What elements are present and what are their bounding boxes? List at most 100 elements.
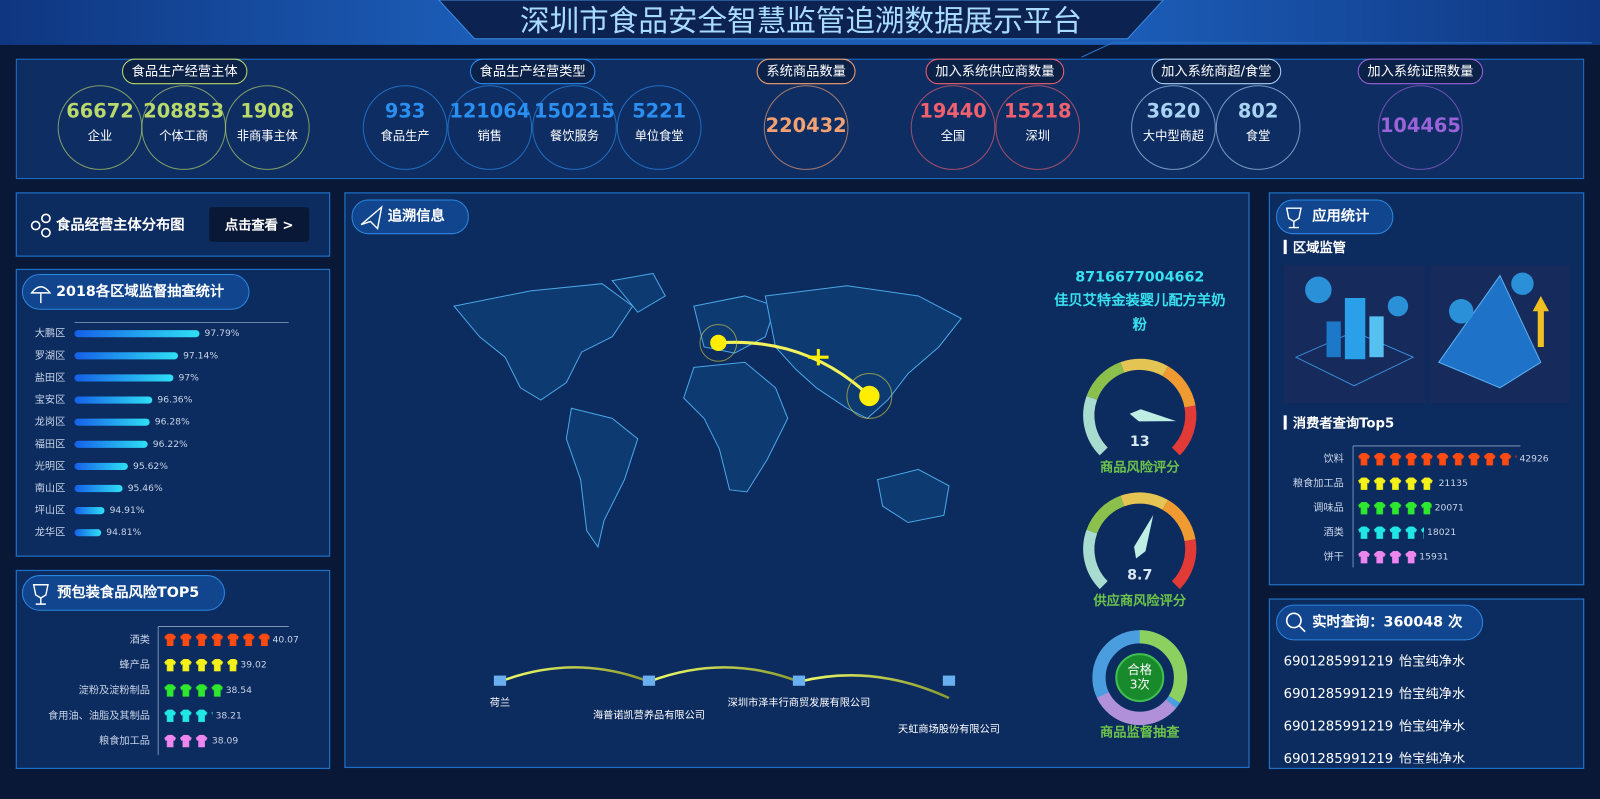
gauge-arc xyxy=(1086,495,1125,534)
category-label: 宝安区 xyxy=(35,393,66,406)
category-label: 淀粉及淀粉制品 xyxy=(79,683,150,696)
inspection-donut xyxy=(1092,630,1188,726)
inspection-count: 3次 xyxy=(1130,677,1150,691)
stat-value: 121064 xyxy=(449,100,530,123)
stat-group-pill xyxy=(1151,58,1282,85)
bar xyxy=(74,352,179,360)
pictograph-bar xyxy=(1357,476,1436,491)
value-label: 97.14% xyxy=(183,350,218,361)
barcode: 6901285991219 xyxy=(1284,687,1394,702)
value-label: 96.22% xyxy=(153,439,188,450)
title-pill xyxy=(1276,604,1484,641)
bar-chart: 大鹏区 97.79% 罗湖区 97.14% 盐田区 97% 宝安区 96.36% 龙岗区 96.2… xyxy=(35,322,289,539)
stat-ring xyxy=(1378,85,1463,170)
value-label: 95.46% xyxy=(128,483,163,494)
product-name: 佳贝艾特金装婴儿配方羊奶粉 xyxy=(1054,292,1226,334)
pictograph-bar xyxy=(1357,525,1424,540)
bar xyxy=(74,330,200,338)
gauge-needle xyxy=(1129,409,1177,422)
trophy-icon xyxy=(1285,207,1302,229)
stat-value: 19440 xyxy=(919,100,986,123)
panel xyxy=(15,268,331,557)
value-label: 20071 xyxy=(1435,503,1464,514)
gauge-value: 8.7 xyxy=(1127,568,1152,584)
category-label: 福田区 xyxy=(35,437,66,450)
category-label: 龙岗区 xyxy=(35,415,66,428)
panel-title: 实时查询：360048 次 xyxy=(1312,613,1463,631)
stat-value: 1908 xyxy=(240,100,294,123)
value-label: 21135 xyxy=(1439,478,1468,489)
value-label: 97.79% xyxy=(205,328,240,339)
gauge-arc xyxy=(1162,366,1196,408)
stat-group-label: 加入系统商超/食堂 xyxy=(1161,62,1271,79)
category-label: 酒类 xyxy=(1323,526,1343,539)
stat-label: 销售 xyxy=(478,128,502,143)
product-name: 怡宝纯净水 xyxy=(1399,686,1465,702)
stats: 食品生产经营主体 66672 企业 208853 个体工商 1908 非商事主体 食品生产经营… xyxy=(57,58,1484,170)
value-label: 38.21 xyxy=(216,710,242,721)
gauge-needle xyxy=(1134,514,1154,559)
section-title: 消费者查询Top5 xyxy=(1293,415,1394,432)
gauge-arc xyxy=(1120,358,1169,377)
category-label: 粮食加工品 xyxy=(1293,477,1344,490)
gauge-arc xyxy=(1083,395,1108,456)
stat-label: 大中型商超 xyxy=(1143,128,1204,143)
category-label: 蜂产品 xyxy=(119,658,150,671)
stat-label: 企业 xyxy=(88,128,112,143)
stat-group-pill xyxy=(469,58,596,85)
bar xyxy=(74,484,123,493)
view-button-label[interactable]: 点击查看 > xyxy=(225,217,294,234)
pictograph-bar xyxy=(1357,550,1417,565)
stat-label: 单位食堂 xyxy=(635,128,684,143)
category-label: 南山区 xyxy=(35,482,66,495)
product-name: 怡宝纯净水 xyxy=(1399,719,1465,735)
stat-ring xyxy=(995,85,1081,170)
stat-label: 深圳 xyxy=(1026,129,1050,143)
stat-value: 3620 xyxy=(1146,100,1200,123)
gauge-arc xyxy=(1171,405,1197,456)
stat-ring xyxy=(362,85,448,170)
value-label: 42926 xyxy=(1519,454,1548,465)
pictograph-bar xyxy=(163,733,209,749)
stat-group-label: 食品生产经营主体 xyxy=(132,62,238,79)
value-label: 39.02 xyxy=(240,660,266,671)
stat-ring xyxy=(447,85,533,170)
category-label: 龙华区 xyxy=(35,526,66,539)
bar xyxy=(74,529,102,537)
gauge-value: 13 xyxy=(1130,434,1150,450)
stat-ring xyxy=(224,85,310,170)
stat-ring xyxy=(616,85,702,170)
stat-label: 餐饮服务 xyxy=(550,128,599,143)
gauge-arc xyxy=(1171,539,1197,590)
stat-ring xyxy=(1215,85,1301,170)
category-label: 食用油、油脂及其制品 xyxy=(48,709,150,722)
category-label: 饼干 xyxy=(1323,550,1343,563)
region-illustration xyxy=(1283,265,1570,404)
inspection-title: 商品监督抽查 xyxy=(1100,724,1180,741)
value-label: 96.36% xyxy=(157,395,192,406)
section-marker xyxy=(1283,415,1287,430)
stat-value: 66672 xyxy=(66,100,133,123)
product-name-box: 佳贝艾特金装婴儿配方羊奶粉 xyxy=(1054,292,1226,334)
pictograph-bar xyxy=(163,658,238,673)
stat-ring xyxy=(1131,85,1216,170)
panel-title: 应用统计 xyxy=(1312,206,1369,224)
value-label: 94.91% xyxy=(110,505,145,516)
category-label: 罗湖区 xyxy=(35,350,66,362)
search-icon xyxy=(1285,612,1306,633)
trace-route-map xyxy=(699,324,893,419)
stat-label: 食品生产 xyxy=(381,128,430,143)
category-label: 饮料 xyxy=(1323,452,1343,465)
stat-ring xyxy=(532,85,617,170)
value-label: 97% xyxy=(178,372,199,383)
view-button[interactable] xyxy=(209,207,310,242)
value-label: 95.62% xyxy=(133,461,168,472)
category-label: 粮食加工品 xyxy=(99,734,150,747)
stat-group-pill xyxy=(1357,58,1484,85)
route-label: 海普诺凯营养品有限公司 xyxy=(593,708,705,721)
product-name: 怡宝纯净水 xyxy=(1399,751,1465,767)
pictograph-bar xyxy=(163,708,213,723)
barcode: 6901285991219 xyxy=(1284,654,1394,669)
